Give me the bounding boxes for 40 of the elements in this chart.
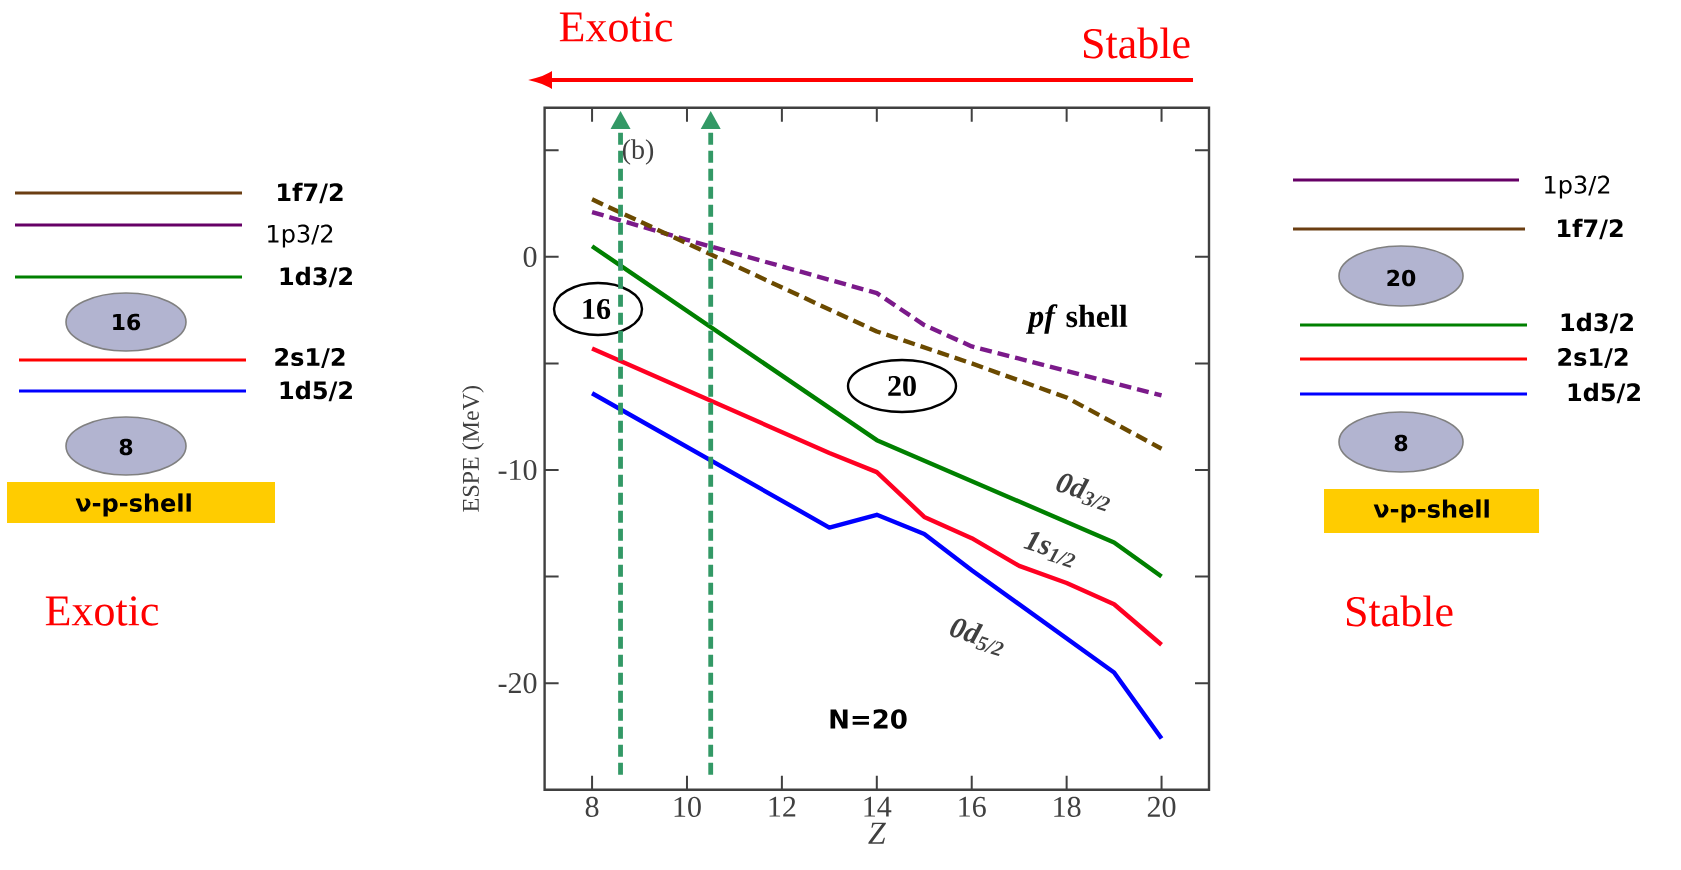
text: 1f7/2 <box>1558 218 1623 240</box>
annotation: pf shell <box>1025 304 1128 334</box>
text: 8 <box>119 438 133 456</box>
text: 2s1/2 <box>275 347 345 368</box>
text: 1d3/2 <box>280 266 352 288</box>
x-axis-title: Z <box>868 822 886 844</box>
text: Exotic <box>45 596 159 626</box>
annotation: 16 <box>583 298 611 320</box>
y-tick-label: -20 <box>498 673 537 694</box>
text: 1p3/2 <box>1545 175 1610 199</box>
x-tick-label: 10 <box>674 796 701 817</box>
text: ν-p-shell <box>1373 499 1489 523</box>
text: 20 <box>1387 269 1416 287</box>
text: 1d5/2 <box>1568 382 1640 404</box>
text: ν-p-shell <box>75 493 191 517</box>
text: 1d3/2 <box>1561 312 1633 334</box>
text: 16 <box>113 313 141 331</box>
annotation: 20 <box>888 375 916 397</box>
x-tick-label: 12 <box>769 796 796 817</box>
x-tick-label: 8 <box>585 796 599 817</box>
text: Exotic <box>559 12 673 42</box>
x-tick-label: 18 <box>1054 796 1081 817</box>
x-tick-label: 14 <box>864 796 892 817</box>
x-tick-label: 20 <box>1147 796 1176 817</box>
text: Stable <box>1083 27 1190 59</box>
y-tick-label: 0 <box>523 246 537 267</box>
annotation: N=20 <box>830 709 907 729</box>
text: Stable <box>1346 595 1453 627</box>
text: 1d5/2 <box>280 380 352 402</box>
text: 1s$_{1/2}$ <box>1023 531 1076 568</box>
text: 1p3/2 <box>268 224 333 248</box>
text: 2s1/2 <box>1558 347 1628 368</box>
text: 0d$_{3/2}$ <box>1056 473 1110 512</box>
text: 0d$_{5/2}$ <box>950 618 1004 657</box>
y-tick-label: -10 <box>498 459 537 481</box>
text: 8 <box>1394 434 1408 452</box>
text: 1f7/2 <box>278 182 343 204</box>
annotation: (b) <box>622 139 654 165</box>
y-axis-title: ESPE (MeV) <box>462 386 484 512</box>
x-tick-label: 16 <box>959 796 986 817</box>
